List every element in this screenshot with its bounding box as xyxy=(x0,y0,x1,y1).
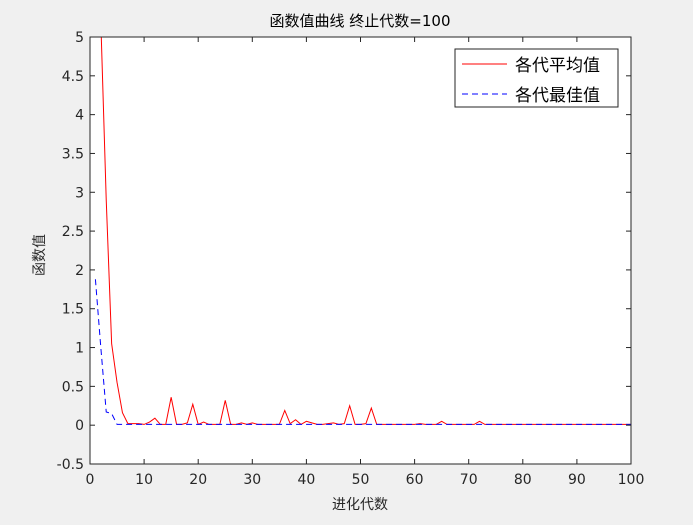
legend-label-best: 各代最佳值 xyxy=(515,86,600,106)
plot-area xyxy=(90,37,631,464)
y-tick-label: 1 xyxy=(75,341,84,357)
y-tick-label: 5 xyxy=(75,30,84,46)
y-tick-label: 2.5 xyxy=(62,224,84,240)
y-tick-label: 4.5 xyxy=(62,69,84,85)
y-tick-label: 0 xyxy=(75,418,84,434)
y-tick-label: 1.5 xyxy=(62,302,84,318)
y-tick-label: -0.5 xyxy=(57,457,84,473)
x-tick-label: 60 xyxy=(406,472,424,488)
y-tick-label: 0.5 xyxy=(62,379,84,395)
x-axis: 0 10 20 30 40 50 60 70 80 90 100 xyxy=(86,37,645,488)
legend: 各代平均值 各代最佳值 xyxy=(454,48,619,108)
x-tick-label: 0 xyxy=(86,472,95,488)
x-tick-label: 20 xyxy=(189,472,207,488)
x-tick-label: 10 xyxy=(135,472,153,488)
x-axis-label: 进化代数 xyxy=(332,497,388,513)
y-tick-label: 2 xyxy=(75,263,84,279)
y-tick-label: 4 xyxy=(75,108,84,124)
x-tick-label: 70 xyxy=(460,472,478,488)
series-best-line xyxy=(94,279,631,425)
y-axis-label: 函数值 xyxy=(32,234,48,276)
chart-title: 函数值曲线 终止代数=100 xyxy=(270,12,451,30)
x-tick-label: 40 xyxy=(297,472,315,488)
x-tick-label: 80 xyxy=(514,472,532,488)
x-tick-label: 90 xyxy=(568,472,586,488)
x-tick-label: 50 xyxy=(352,472,370,488)
x-tick-label: 100 xyxy=(618,472,645,488)
y-tick-label: 3.5 xyxy=(62,146,84,162)
x-tick-label: 30 xyxy=(243,472,261,488)
legend-box xyxy=(454,48,619,108)
legend-label-average: 各代平均值 xyxy=(515,56,600,76)
y-axis: -0.5 0 0.5 1 1.5 2 2.5 3 3.5 4 4.5 5 xyxy=(57,30,631,473)
series-layer xyxy=(94,37,631,426)
y-tick-label: 3 xyxy=(75,185,84,201)
